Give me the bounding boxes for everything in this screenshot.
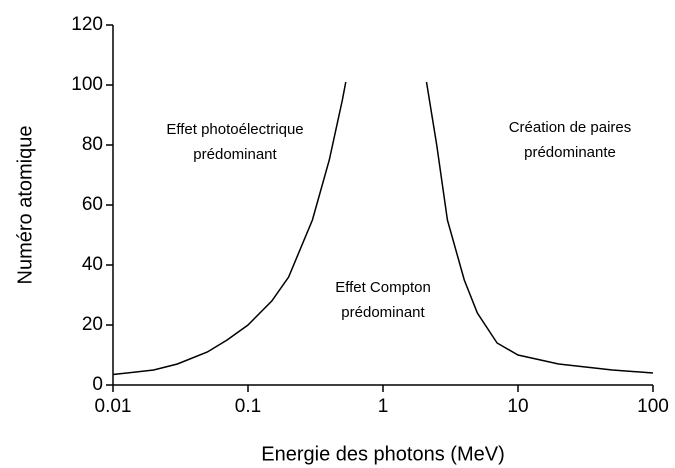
y-tick-label: 60	[82, 194, 103, 215]
x-tick-label: 1	[378, 396, 389, 417]
x-tick-label: 10	[507, 396, 528, 417]
annotation: prédominant	[341, 304, 425, 321]
annotation: Effet Compton	[335, 279, 431, 296]
x-axis-label: Energie des photons (MeV)	[261, 443, 504, 465]
annotation: Effet photoélectrique	[166, 121, 303, 138]
curve	[425, 81, 654, 374]
annotation: prédominante	[524, 144, 616, 161]
y-tick-label: 120	[71, 14, 103, 35]
y-tick-label: 20	[82, 314, 103, 335]
y-axis-label: Numéro atomique	[14, 126, 36, 285]
x-tick-label: 0.1	[235, 396, 261, 417]
curve	[112, 81, 347, 376]
y-tick-label: 0	[92, 374, 103, 395]
y-tick-label: 40	[82, 254, 103, 275]
annotation: Création de paires	[509, 119, 632, 136]
y-tick-label: 100	[71, 74, 103, 95]
x-tick-label: 100	[637, 396, 669, 417]
y-tick-label: 80	[82, 134, 103, 155]
x-tick-label: 0.01	[95, 396, 132, 417]
annotation: prédominant	[193, 146, 277, 163]
